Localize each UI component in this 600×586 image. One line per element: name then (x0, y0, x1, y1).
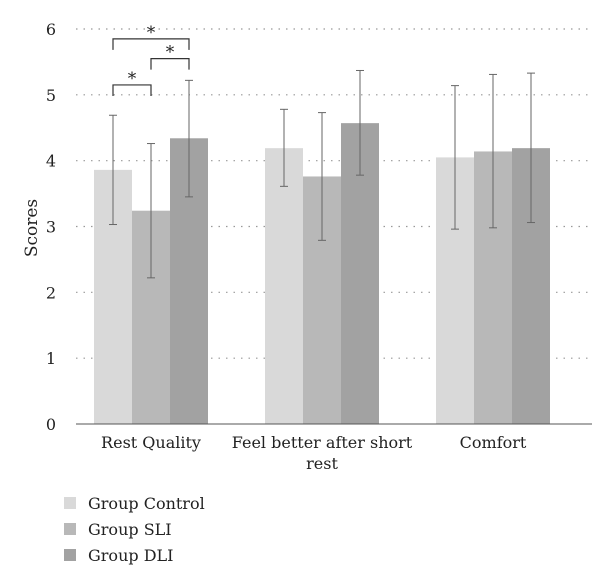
legend-swatch (64, 497, 76, 509)
error-bar (109, 114, 117, 226)
y-tick-label: 2 (46, 283, 56, 302)
legend: Group Control Group SLI Group DLI (64, 490, 205, 568)
bar (265, 148, 303, 425)
legend-label: Group SLI (88, 519, 172, 539)
y-tick-label: 4 (46, 152, 56, 171)
y-axis-label: Scores (22, 199, 42, 257)
y-tick-label: 5 (46, 86, 56, 105)
legend-label: Group DLI (88, 545, 174, 565)
legend-item: Group SLI (64, 516, 205, 542)
legend-swatch (64, 549, 76, 561)
x-category-label: Rest Quality (101, 433, 201, 452)
significance-label: * (166, 43, 175, 63)
y-axis-ticks: 0 1 2 3 4 5 6 (46, 20, 56, 434)
y-tick-label: 0 (46, 415, 56, 434)
x-category-label: Comfort (460, 433, 527, 452)
error-bar (356, 69, 364, 176)
x-category-label: Feel better after short (232, 433, 413, 452)
error-bar (185, 79, 193, 198)
y-tick-label: 3 (46, 218, 56, 237)
legend-swatch (64, 523, 76, 535)
error-bar (451, 85, 459, 230)
x-axis-category-labels: Rest Quality Feel better after short rest C… (101, 433, 527, 473)
error-bars (109, 69, 535, 279)
legend-item: Group Control (64, 490, 205, 516)
legend-label: Group Control (88, 493, 205, 513)
error-bar (489, 73, 497, 229)
error-bar (527, 72, 535, 224)
y-tick-label: 1 (46, 349, 56, 368)
significance-bracket: * (150, 43, 190, 70)
significance-label: * (147, 23, 156, 43)
significance-bracket: * (112, 69, 152, 96)
y-tick-label: 6 (46, 20, 56, 39)
significance-brackets: * * * (112, 23, 190, 96)
error-bar (280, 108, 288, 187)
error-bar (147, 143, 155, 279)
significance-label: * (128, 69, 137, 89)
x-category-label: rest (306, 454, 338, 473)
error-bar (318, 112, 326, 241)
legend-item: Group DLI (64, 542, 205, 568)
significance-bracket: * (112, 23, 190, 50)
